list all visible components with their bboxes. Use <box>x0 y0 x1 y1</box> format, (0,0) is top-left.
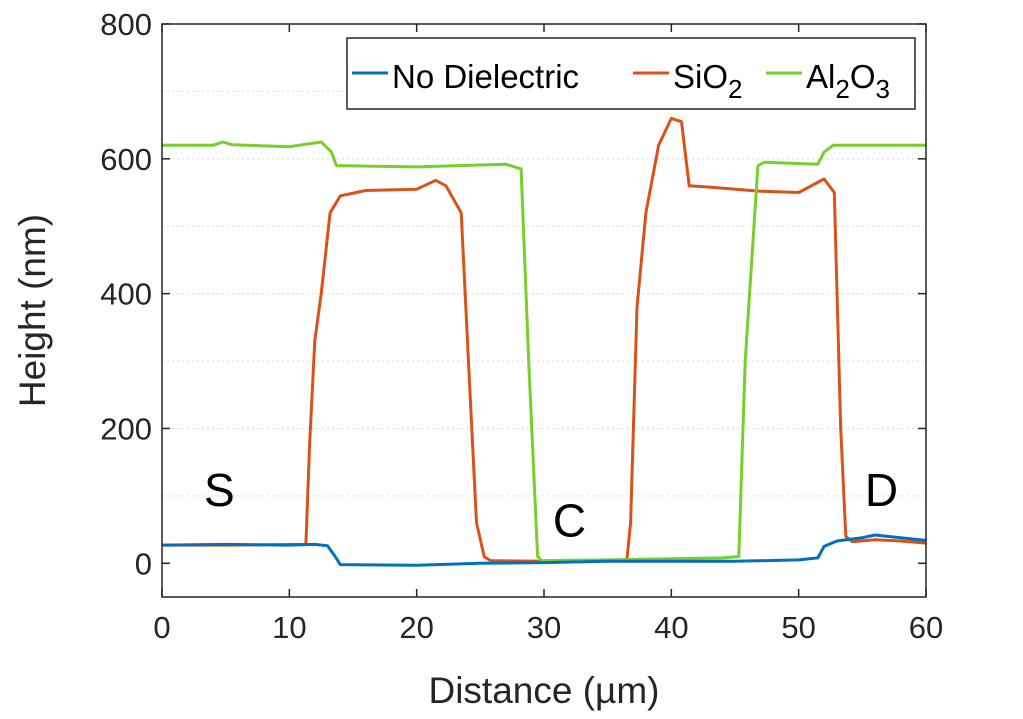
y-tick-label: 600 <box>100 142 152 177</box>
series-line <box>161 533 927 567</box>
legend: No Dielectric SiO2 Al2O3 <box>346 37 916 110</box>
x-tick-label: 20 <box>399 610 433 645</box>
x-axis-label: Distance (µm) <box>428 670 659 711</box>
y-axis-label: Height (nm) <box>12 214 53 407</box>
x-tick-label: 30 <box>527 610 561 645</box>
x-tick-label: 50 <box>781 610 815 645</box>
y-tick-label: 400 <box>100 277 152 312</box>
annotation-label: S <box>204 464 235 516</box>
x-tick-label: 40 <box>654 610 688 645</box>
legend-box <box>346 37 916 110</box>
legend-label: Al2O3 <box>806 58 890 104</box>
legend-label: SiO2 <box>673 58 742 104</box>
grid-lines <box>162 90 926 497</box>
plot-area <box>161 116 927 567</box>
annotations: SCD <box>204 464 898 546</box>
x-tick-label: 10 <box>272 610 306 645</box>
y-tick-label: 200 <box>100 411 152 446</box>
x-tick-label: 60 <box>909 610 943 645</box>
series-line <box>162 140 926 563</box>
legend-label: No Dielectric <box>392 58 579 95</box>
y-tick-label: 0 <box>135 546 152 581</box>
y-tick-label: 800 <box>100 7 152 42</box>
annotation-label: D <box>865 464 898 516</box>
annotation-label: C <box>553 494 586 546</box>
x-tick-label: 0 <box>153 610 170 645</box>
